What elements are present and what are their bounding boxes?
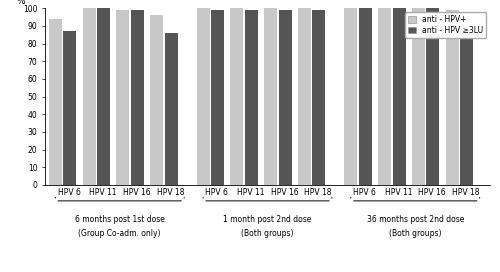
Bar <box>312 10 326 185</box>
Bar <box>150 15 163 185</box>
Bar <box>278 10 291 185</box>
Bar <box>82 8 96 185</box>
Bar <box>164 33 177 185</box>
Bar <box>64 31 76 185</box>
Bar <box>264 8 277 185</box>
Bar <box>230 8 243 185</box>
Bar <box>392 8 406 185</box>
Bar <box>131 10 144 185</box>
Bar <box>298 8 311 185</box>
Bar <box>378 8 391 185</box>
Text: (Both groups): (Both groups) <box>241 229 294 238</box>
Bar <box>359 8 372 185</box>
Legend: anti - HPV+, anti - HPV ≥3LU: anti - HPV+, anti - HPV ≥3LU <box>405 12 486 38</box>
Text: 36 months post 2nd dose: 36 months post 2nd dose <box>366 215 464 224</box>
Text: 6 months post 1st dose: 6 months post 1st dose <box>75 215 164 224</box>
Text: 1 month post 2nd dose: 1 month post 2nd dose <box>224 215 312 224</box>
Bar <box>426 8 440 185</box>
Bar <box>245 10 258 185</box>
Bar <box>116 10 130 185</box>
Bar <box>446 10 458 185</box>
Bar <box>460 14 473 185</box>
Text: (Both groups): (Both groups) <box>389 229 442 238</box>
Bar <box>196 8 209 185</box>
Bar <box>97 8 110 185</box>
Text: (Group Co-adm. only): (Group Co-adm. only) <box>78 229 161 238</box>
Bar <box>412 8 425 185</box>
Bar <box>344 8 358 185</box>
Bar <box>49 19 62 185</box>
Y-axis label: %: % <box>16 0 25 7</box>
Bar <box>211 10 224 185</box>
